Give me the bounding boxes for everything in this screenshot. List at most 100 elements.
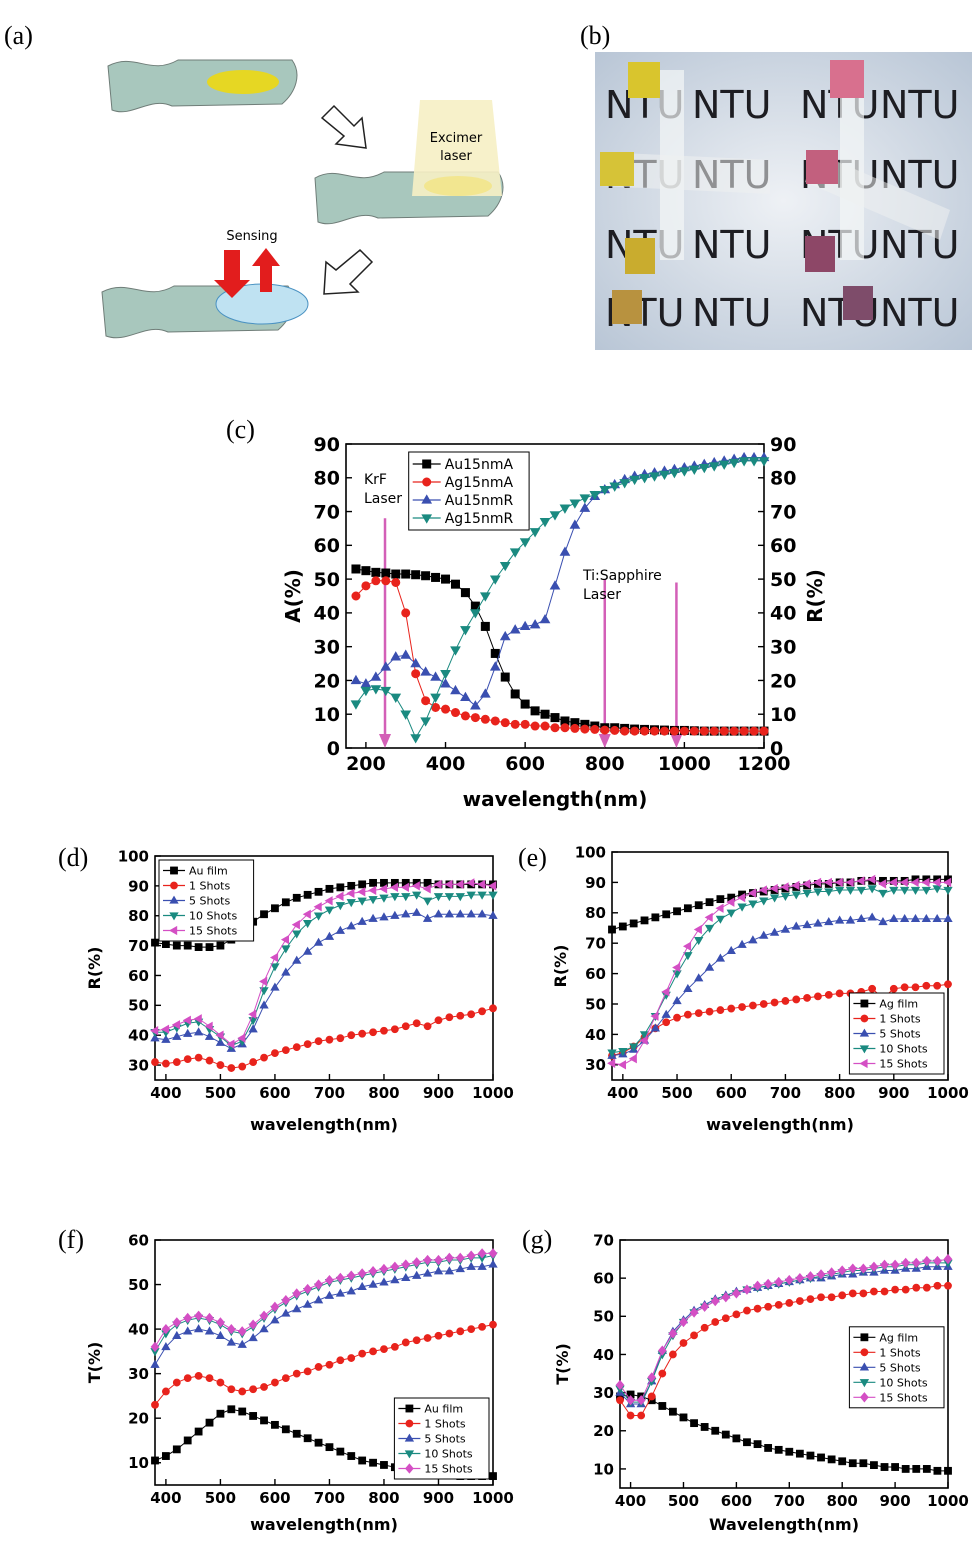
marker — [856, 913, 866, 923]
marker — [477, 891, 487, 900]
marker — [620, 726, 630, 736]
series-line — [154, 1264, 494, 1365]
marker — [848, 1289, 857, 1298]
marker — [444, 1266, 455, 1275]
marker — [823, 877, 832, 888]
marker — [259, 1324, 269, 1333]
marker — [737, 892, 746, 903]
marker — [640, 726, 650, 736]
marker — [837, 1265, 847, 1276]
photo-text: NTU — [880, 83, 959, 127]
marker — [813, 918, 823, 927]
marker — [520, 719, 530, 729]
marker — [380, 1026, 388, 1035]
marker — [860, 1392, 869, 1403]
marker — [679, 467, 690, 477]
marker — [880, 1463, 889, 1471]
marker — [795, 1449, 804, 1458]
marker — [151, 1058, 159, 1066]
marker — [500, 672, 510, 682]
marker — [769, 883, 778, 894]
marker — [726, 897, 735, 907]
marker — [183, 1326, 193, 1335]
marker — [770, 998, 779, 1007]
marker — [351, 591, 361, 601]
marker — [683, 952, 693, 961]
marker — [292, 930, 302, 939]
marker — [890, 1259, 900, 1270]
series-line — [154, 1324, 494, 1406]
legend-label: 1 Shots — [424, 1417, 465, 1430]
sample — [600, 152, 634, 186]
marker — [560, 723, 570, 733]
marker — [460, 626, 471, 636]
plot-frame — [611, 851, 949, 1081]
x-tick-label: 500 — [205, 1084, 236, 1102]
marker — [540, 721, 550, 731]
marker — [412, 907, 422, 916]
marker — [194, 1427, 203, 1436]
y-tick-label: 40 — [128, 1320, 149, 1338]
marker — [835, 989, 844, 998]
series-line — [154, 1252, 493, 1348]
y-tick-label: 100 — [118, 847, 149, 865]
marker — [460, 588, 470, 598]
marker — [626, 1395, 635, 1406]
marker — [749, 726, 759, 736]
marker — [570, 723, 580, 733]
marker — [291, 920, 300, 930]
marker — [347, 1031, 356, 1040]
marker — [859, 1045, 870, 1054]
x-tick-label: 900 — [423, 1489, 454, 1507]
marker — [390, 651, 402, 661]
annotation: Laser — [364, 491, 402, 507]
marker — [433, 879, 442, 890]
marker — [248, 1009, 257, 1019]
marker — [216, 1378, 225, 1387]
marker — [412, 1257, 422, 1268]
marker — [609, 482, 621, 492]
x-tick-label: 800 — [585, 753, 625, 775]
marker — [739, 726, 749, 736]
marker — [550, 723, 560, 733]
marker — [709, 726, 719, 736]
marker — [630, 726, 640, 736]
marker — [259, 1310, 269, 1321]
panel-label: (g) — [522, 1225, 552, 1254]
marker — [784, 1274, 794, 1286]
marker — [302, 920, 313, 929]
marker — [933, 1281, 942, 1290]
marker — [259, 976, 268, 987]
marker — [673, 907, 681, 916]
marker — [662, 1018, 671, 1027]
marker — [636, 1395, 646, 1406]
marker — [249, 1058, 258, 1066]
marker — [806, 1295, 815, 1304]
marker — [489, 1472, 497, 1480]
marker — [618, 922, 627, 931]
marker — [390, 693, 402, 703]
marker — [791, 891, 801, 900]
sensing-label: Sensing — [226, 229, 277, 244]
marker — [499, 561, 511, 572]
photo-text: NTU — [692, 223, 771, 267]
marker — [172, 1445, 181, 1454]
series-line — [355, 580, 764, 732]
marker — [423, 1022, 432, 1031]
marker — [912, 1465, 921, 1473]
sample — [628, 62, 660, 98]
marker — [347, 881, 356, 890]
marker — [390, 910, 400, 919]
sample — [805, 236, 835, 272]
marker — [401, 1259, 411, 1270]
marker — [867, 912, 877, 921]
marker — [357, 887, 366, 897]
marker — [215, 1330, 226, 1339]
marker — [226, 1323, 236, 1335]
marker — [260, 910, 268, 919]
marker — [280, 934, 290, 945]
legend-label: Ag film — [879, 997, 918, 1010]
marker — [480, 621, 490, 631]
marker — [539, 518, 551, 528]
marker — [172, 941, 181, 950]
